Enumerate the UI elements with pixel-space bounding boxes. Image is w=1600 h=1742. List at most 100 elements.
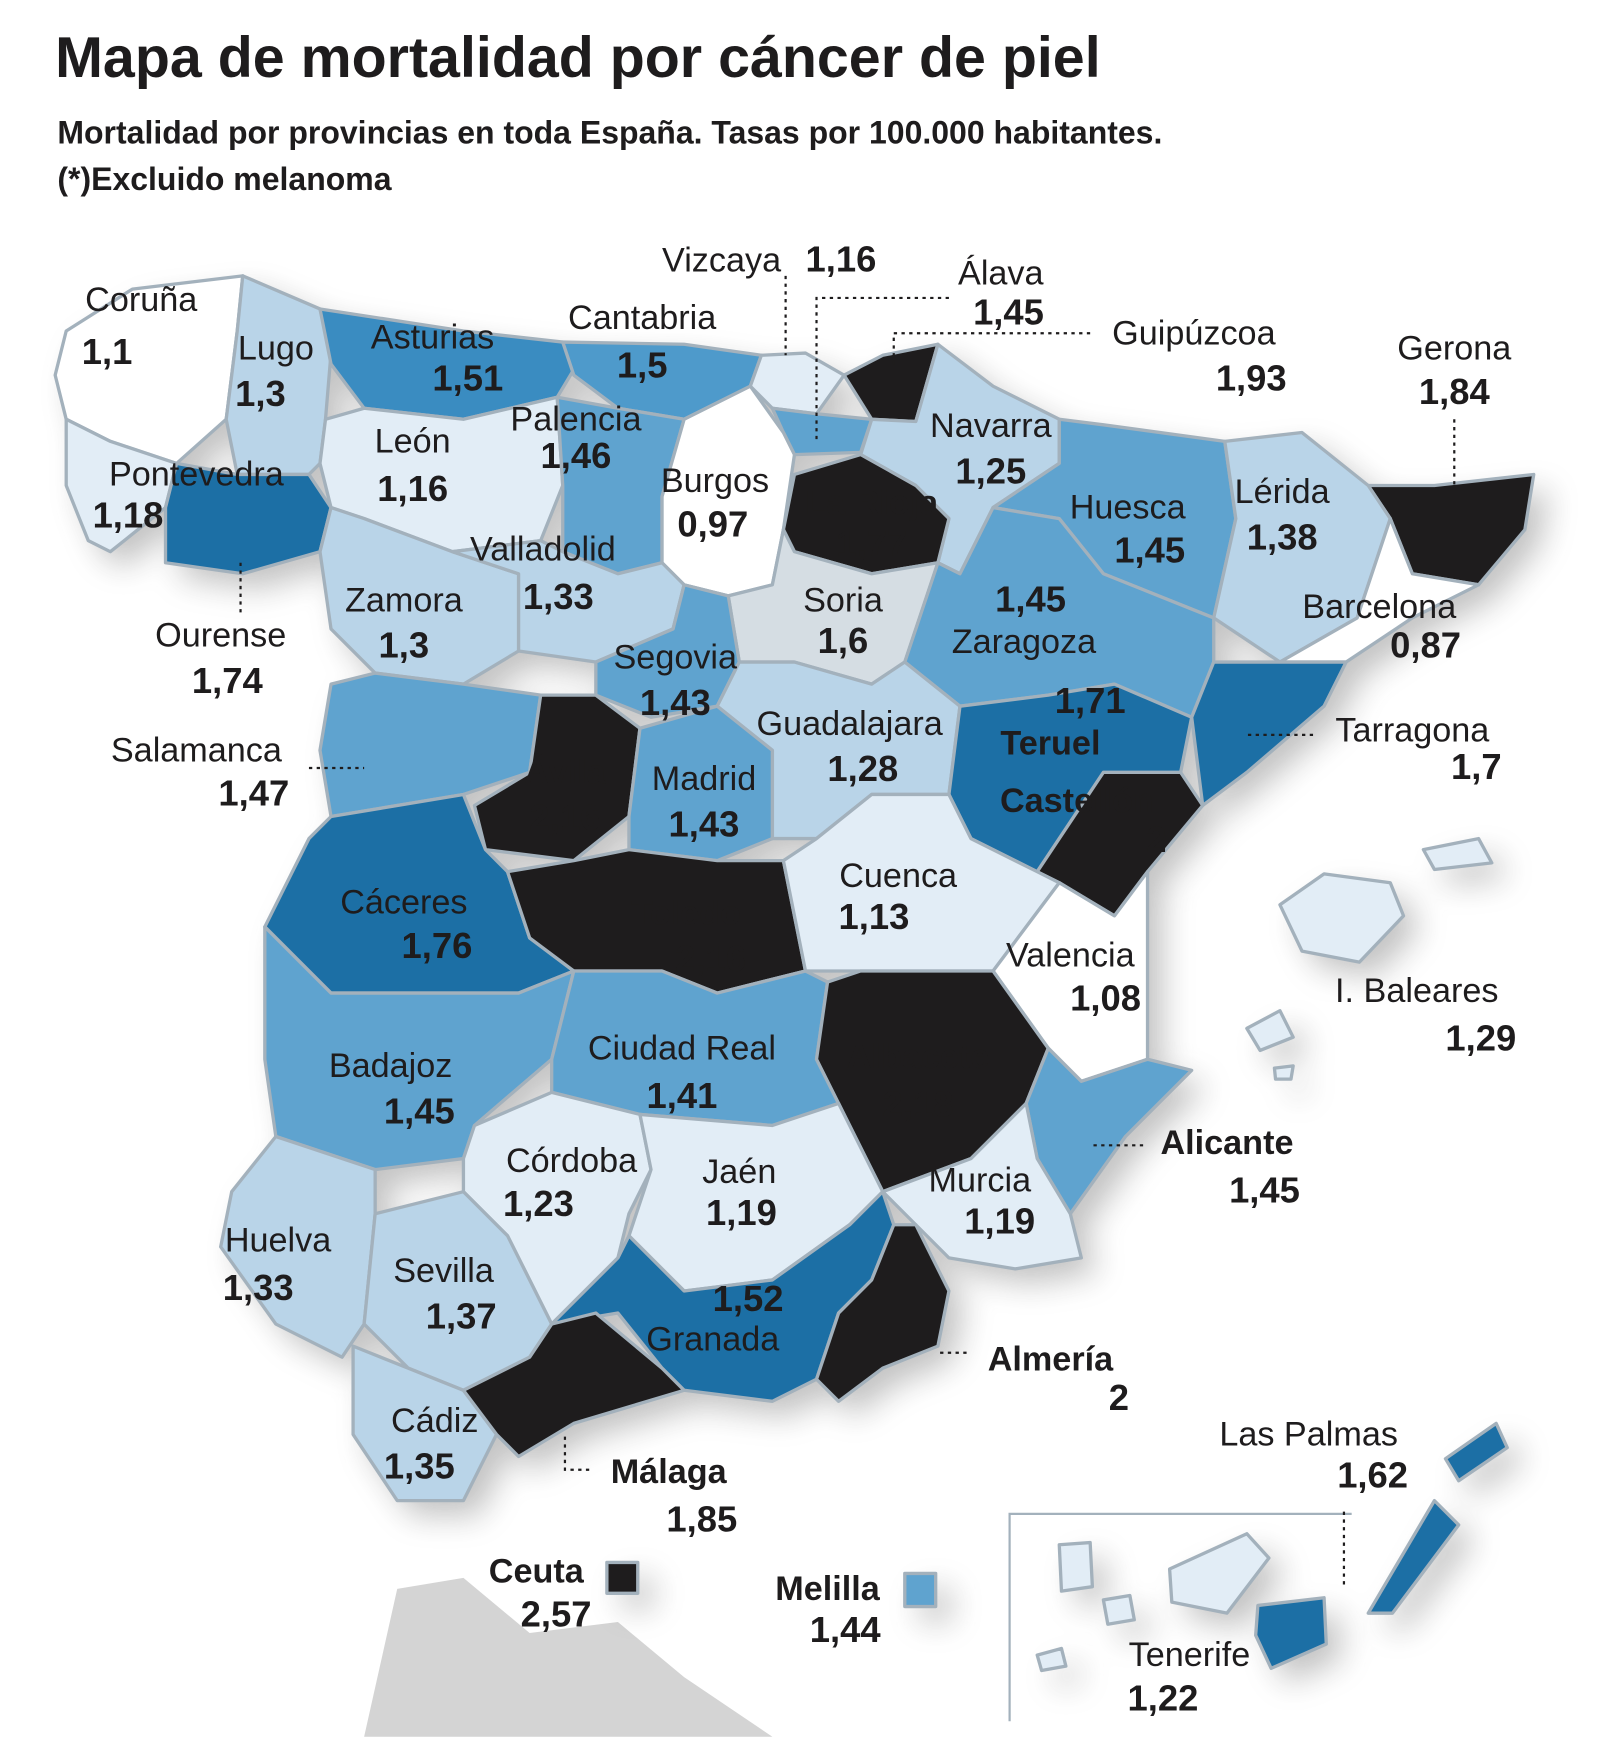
province-rate: 1,74	[192, 660, 264, 701]
province-rate: 1,45	[1229, 1170, 1300, 1211]
province-name: Valencia	[1006, 937, 1136, 975]
province-rate: 1,41	[646, 1075, 717, 1116]
province-rate: 1,62	[1337, 1454, 1408, 1495]
leader-line	[815, 296, 949, 442]
subtitle: Mortalidad por provincias en toda España…	[57, 114, 1162, 150]
province-rate: 1,76	[402, 925, 473, 966]
province-rate: 1,28	[827, 748, 898, 789]
province-rate: 2,16	[675, 938, 746, 979]
province-name: Las Palmas	[1219, 1415, 1398, 1453]
province-shape	[461, 1311, 686, 1459]
province-name: Huelva	[225, 1221, 332, 1259]
province-shadow	[1262, 1026, 1309, 1066]
province-name: Soria	[803, 581, 884, 619]
province-shape	[1057, 1540, 1095, 1593]
province-shape	[903, 1571, 938, 1609]
province-name: Alicante	[1160, 1124, 1293, 1162]
province-shadow	[1383, 1516, 1475, 1629]
province-name: Madrid	[652, 760, 757, 798]
title: Mapa de mortalidad por cáncer de piel	[55, 26, 1100, 90]
province-shape	[881, 1101, 1083, 1271]
province-name: Sevilla	[393, 1252, 495, 1290]
province-name: Gerona	[1397, 330, 1512, 368]
province-rate: 1,43	[640, 682, 711, 723]
province-name: Pontevedra	[109, 455, 285, 493]
province-name: Valladolid	[470, 531, 616, 569]
province-rate: 1,33	[523, 576, 594, 617]
province-rate: 1,44	[810, 1609, 882, 1650]
province-name: Ciudad Real	[588, 1029, 776, 1067]
province-name: Palencia	[510, 400, 642, 438]
province-name: Badajoz	[329, 1047, 453, 1085]
province-rate: 1,46	[541, 435, 612, 476]
province-rate: 2,57	[521, 1593, 592, 1634]
province-name: Navarra	[930, 407, 1053, 445]
province-shape	[627, 704, 775, 863]
province-shape	[263, 925, 576, 1172]
province-rate: 1,71	[1055, 680, 1126, 721]
province-rate: 1,1	[82, 331, 133, 372]
province-rate: 2,16	[530, 797, 601, 838]
province-rate: 2	[1109, 1377, 1129, 1418]
province-name: Zamora	[345, 581, 464, 619]
province-rate: 1,35	[384, 1446, 455, 1487]
province-rate: 1,52	[713, 1278, 784, 1319]
note: (*)Excluido melanoma	[57, 161, 391, 197]
province-name: Cáceres	[340, 884, 467, 922]
province-shape	[605, 1560, 640, 1595]
map-root: Mapa de mortalidad por cáncer de piel Mo…	[53, 26, 1550, 1737]
province-shape	[1278, 872, 1406, 964]
province-name: Albacete	[847, 1038, 990, 1076]
province-shape	[1443, 1421, 1509, 1483]
province-name: Teruel	[1000, 725, 1100, 763]
province-name: Lérida	[1235, 473, 1331, 511]
province-shape	[1167, 1532, 1271, 1615]
province-name: Vizcaya	[662, 241, 782, 279]
province-name: Álava	[958, 254, 1045, 293]
africa-coast	[364, 1577, 773, 1737]
province-rate: 1,3	[235, 373, 286, 414]
province-name: Ourense	[155, 617, 286, 655]
leader-line	[563, 1434, 590, 1471]
province-name: León	[375, 422, 451, 460]
province-shape	[1035, 1646, 1068, 1673]
province-rate: 1,19	[964, 1201, 1035, 1242]
province-name: Segovia	[614, 639, 739, 677]
province-shape	[1254, 1596, 1328, 1670]
province-shape	[64, 417, 179, 554]
province-rate: 1,85	[666, 1499, 737, 1540]
province-rate: 1,19	[706, 1192, 777, 1233]
province-name: Almería	[988, 1340, 1114, 1378]
province-rate: 1,5	[617, 344, 668, 385]
province-rate: 1,37	[426, 1295, 497, 1336]
province-rate: 1,38	[1247, 516, 1318, 557]
province-rate: 2	[1146, 819, 1166, 860]
province-rate: 1,18	[93, 494, 164, 535]
province-rate: 1,16	[805, 238, 876, 279]
province-shape	[1245, 1009, 1295, 1053]
province-name: Ávila	[524, 751, 607, 791]
province-name: Zaragoza	[952, 623, 1097, 661]
province-rate: 1,3	[379, 625, 430, 666]
province-name: Burgos	[661, 462, 769, 500]
province-shadow	[1052, 1663, 1082, 1686]
province-name: Cádiz	[391, 1402, 478, 1440]
province-rate: 1,45	[973, 291, 1044, 332]
province-name: Barcelona	[1302, 588, 1457, 626]
province-name: Málaga	[611, 1453, 728, 1491]
province-name: Granada	[646, 1321, 780, 1359]
province-name: Melilla	[775, 1570, 880, 1608]
province-rate: 1,45	[1114, 530, 1185, 571]
province-name: Ceuta	[489, 1552, 585, 1590]
province-rate: 1,77	[836, 523, 907, 564]
province-rate: 1,93	[1216, 358, 1287, 399]
province-rate: 0,87	[1390, 625, 1461, 666]
province-rate: 1,45	[995, 578, 1066, 619]
province-name: Toledo	[632, 895, 742, 933]
province-name: Castellón	[1000, 782, 1154, 820]
province-rate: 2,18	[883, 1084, 954, 1125]
province-shape	[1272, 1064, 1295, 1081]
